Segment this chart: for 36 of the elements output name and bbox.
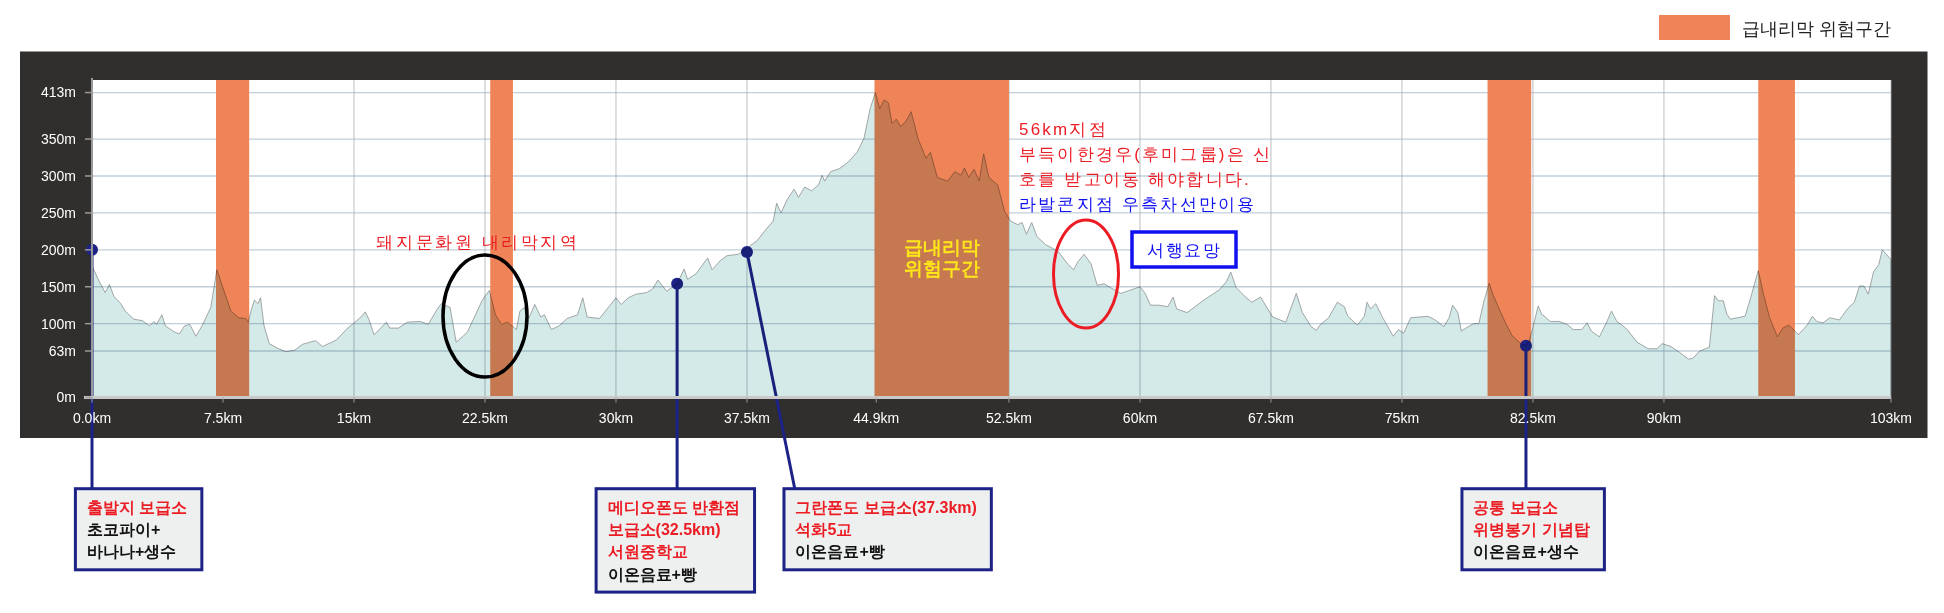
x-tick-label: 82.5km (1509, 409, 1556, 426)
text: 초코파이+ 바나나+생수 (86, 521, 177, 561)
x-tick-label: 44.9km (853, 409, 900, 426)
y-tick-label: 0m (56, 389, 76, 406)
x-tick-label: 0.0km (72, 409, 112, 426)
x-tick-label: 30km (598, 409, 634, 426)
y-tick-label: 150m (40, 278, 76, 295)
y-tick-label: 413m (40, 84, 76, 101)
annotation: 서행요망 (1147, 241, 1221, 260)
x-tick-label: 103km (1869, 409, 1913, 426)
x-tick-label: 60km (1122, 409, 1158, 426)
x-tick-label: 7.5km (203, 409, 243, 426)
y-tick-label: 100m (40, 315, 76, 332)
x-tick-label: 52.5km (986, 409, 1032, 426)
text: 이온음료+빵 (607, 565, 697, 583)
legend-title: 급내리막 위험구간 (1742, 19, 1892, 39)
y-tick-label: 63m (48, 342, 76, 359)
annotation: 그란폰도 보급소(37.3km) 석화5교 (795, 498, 977, 538)
x-tick-label: 75km (1384, 409, 1420, 426)
y-tick-label: 350m (40, 130, 76, 147)
x-tick-label: 37.5km (724, 409, 770, 426)
x-tick-label: 15km (336, 409, 372, 426)
text: 이온음료+생수 (1473, 543, 1579, 561)
x-tick-label: 67.5km (1248, 409, 1294, 426)
y-tick-label: 250m (40, 204, 76, 221)
text: 이온음료+빵 (795, 543, 885, 561)
x-tick-label: 22.5km (462, 409, 508, 426)
y-tick-label: 200m (40, 241, 76, 258)
y-tick-label: 300m (40, 167, 76, 184)
annotation: 56km지점 부득이한경우(후미그룹)은 신 호를 받고이동 해야합니다. (1019, 120, 1273, 189)
band-label: 급내리막 위험구간 (903, 236, 980, 279)
annotation: 공통 보급소 위병봉기 기념탑 (1473, 498, 1590, 538)
annotation: 출발지 보급소 (86, 498, 188, 516)
x-tick-label: 90km (1646, 409, 1682, 426)
annotation: 메디오폰도 반환점 보급소(32.5km) 서원중학교 (607, 498, 741, 561)
annotation: 라발콘지점 우측차선만이용 (1019, 195, 1257, 214)
